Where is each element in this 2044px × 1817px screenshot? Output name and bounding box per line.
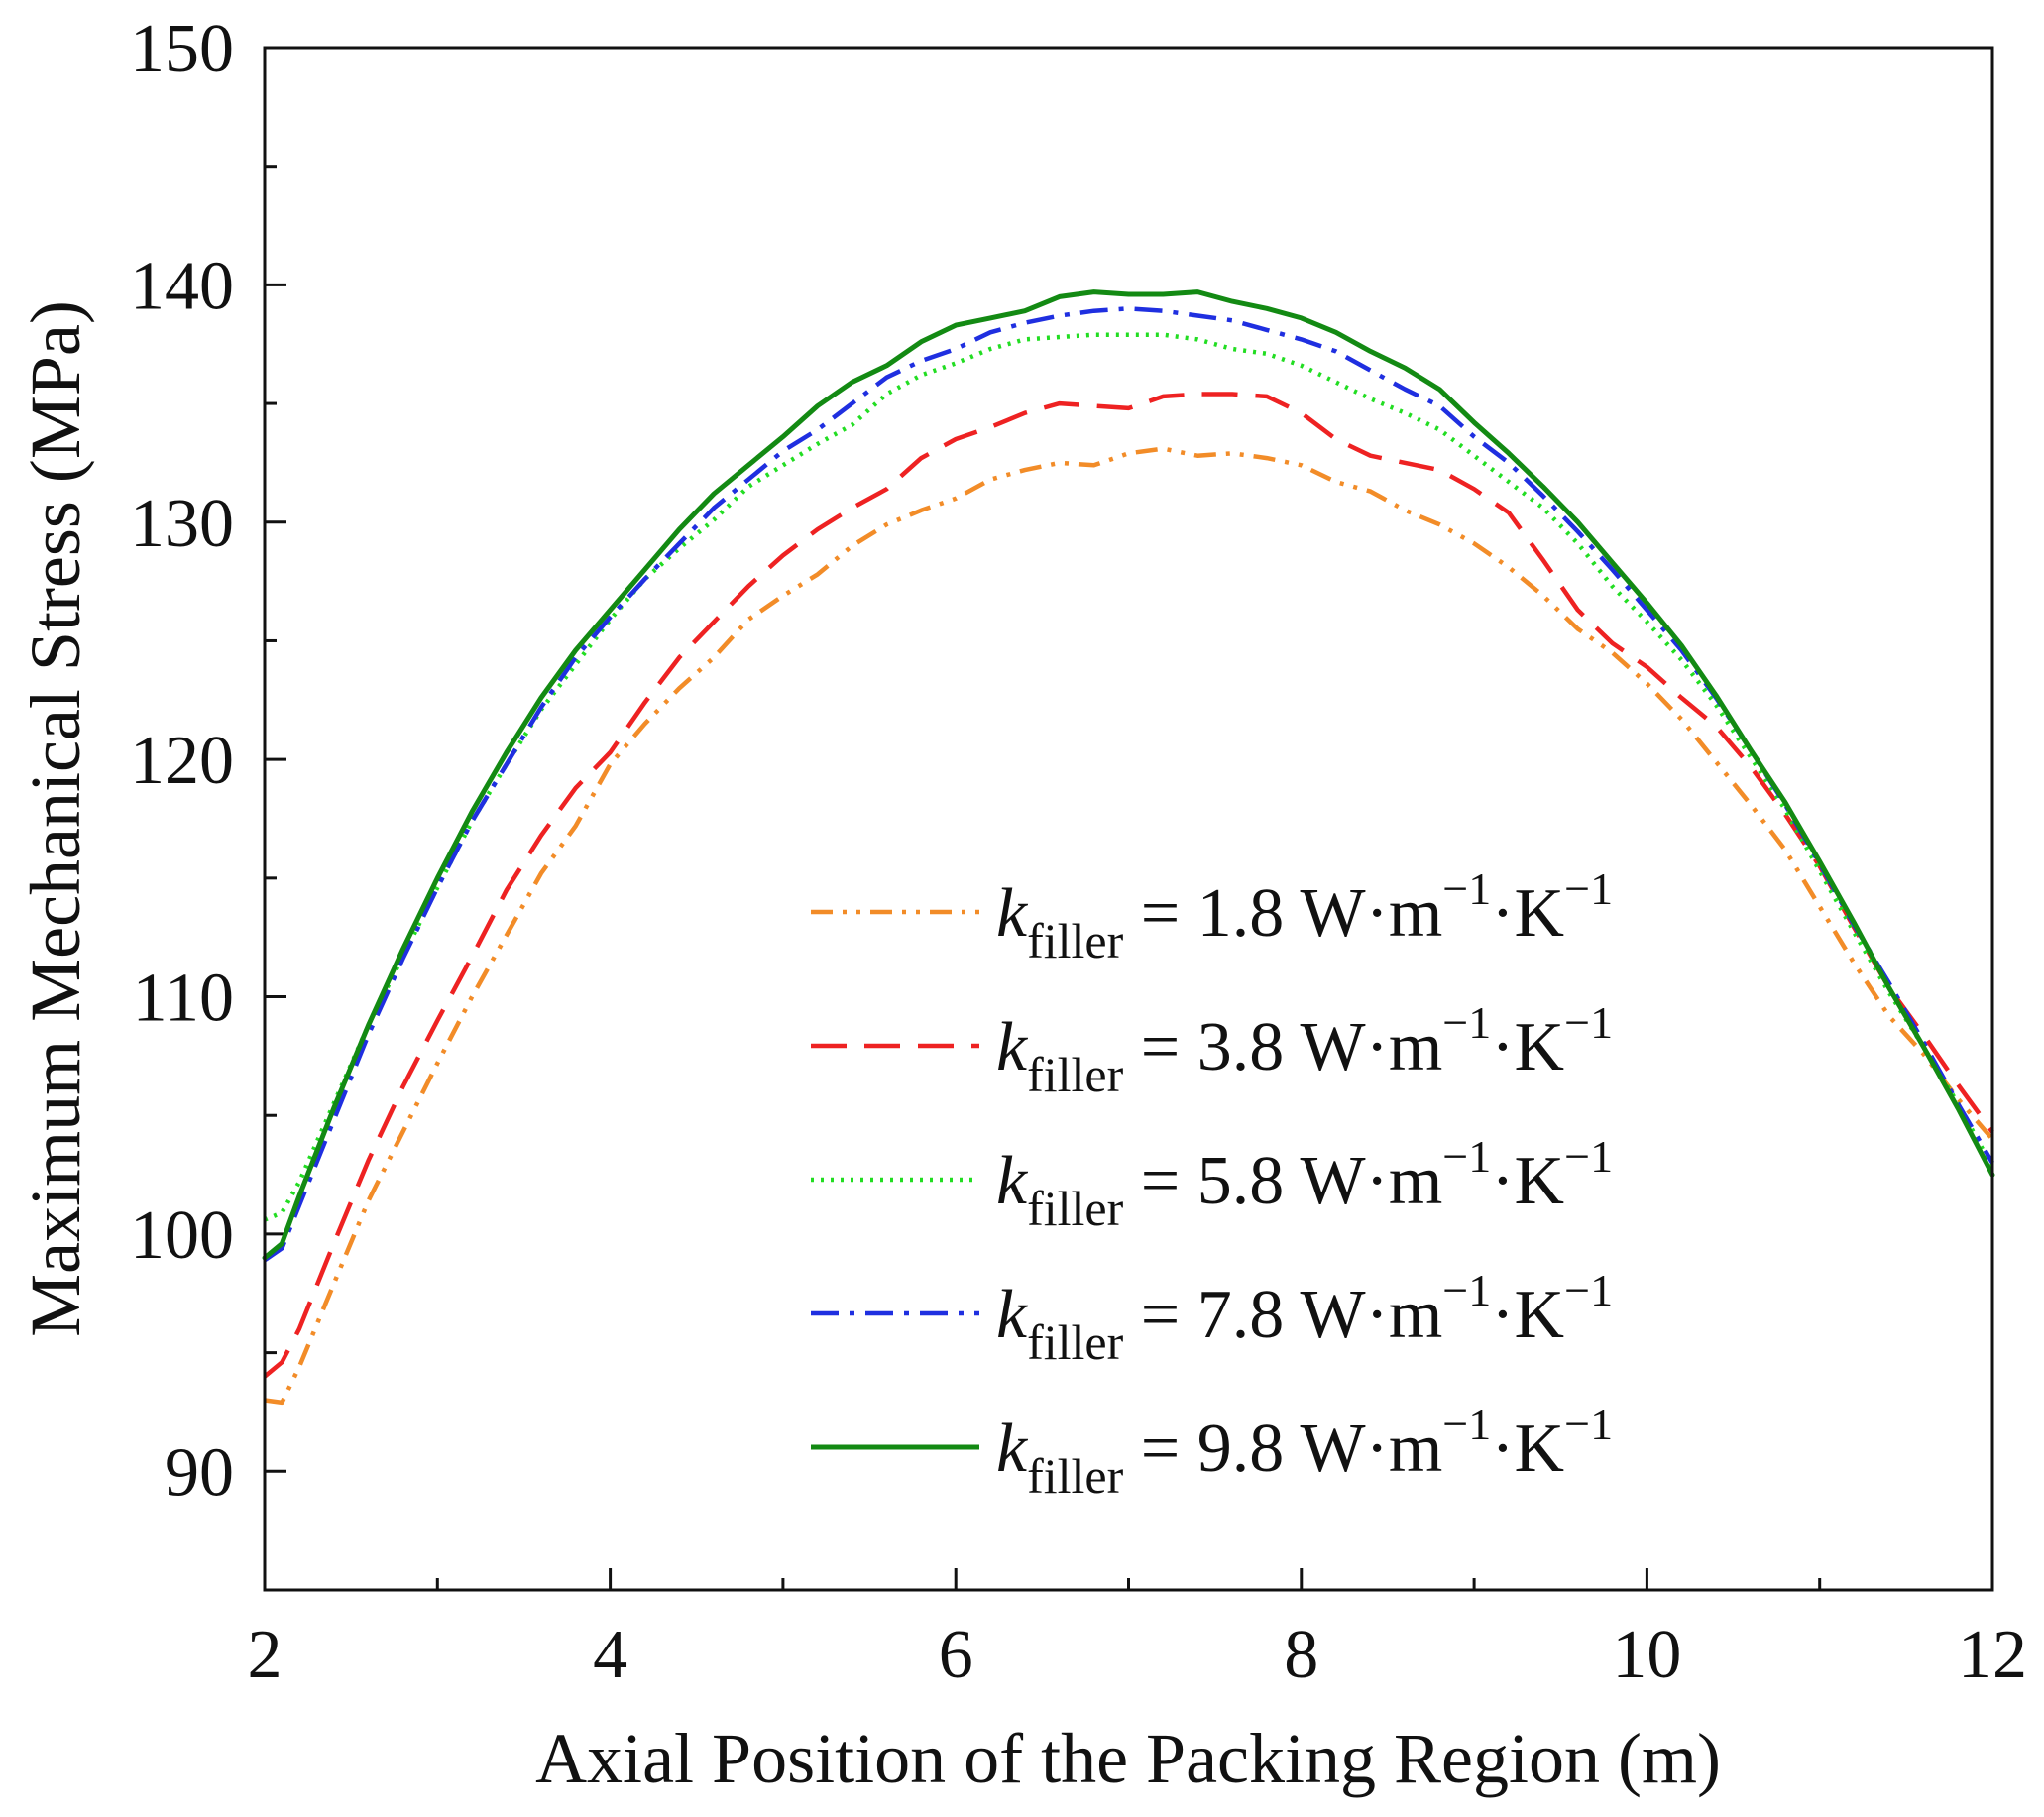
plot-series (262, 289, 1995, 1406)
x-tick-label: 2 (248, 1617, 283, 1693)
legend-superscript: −1 (1442, 1131, 1491, 1182)
y-tick-label: 100 (130, 1197, 234, 1274)
x-tick-label: 10 (1612, 1617, 1681, 1693)
legend-item: kfiller = 7.8 W·m−1·K−1 (811, 1265, 1613, 1370)
y-axis-label: Maximum Mechanical Stress (MPa) (16, 300, 95, 1337)
legend-superscript: −1 (1442, 997, 1491, 1048)
y-tick-label: 150 (130, 11, 234, 87)
legend-item: kfiller = 9.8 W·m−1·K−1 (811, 1399, 1613, 1504)
legend-unit: ·K (1491, 1411, 1564, 1487)
legend-subscript: filler (1027, 913, 1124, 968)
legend-symbol: k (996, 1277, 1029, 1353)
legend-label: kfiller = 3.8 W·m−1·K−1 (996, 997, 1613, 1102)
legend-superscript: −1 (1442, 863, 1491, 914)
series-line-4 (263, 306, 1994, 1263)
legend-unit: ·K (1491, 1143, 1564, 1219)
legend-unit: ·K (1491, 1009, 1564, 1085)
legend-symbol: k (996, 875, 1029, 952)
legend-subscript: filler (1027, 1047, 1124, 1102)
y-tick-label: 90 (165, 1434, 234, 1511)
legend-subscript: filler (1027, 1448, 1124, 1504)
y-tick-label: 130 (130, 486, 234, 562)
y-tick-label: 140 (130, 248, 234, 324)
x-axis-label: Axial Position of the Packing Region (m) (535, 1719, 1721, 1798)
legend-equation: = 1.8 W·m (1123, 875, 1442, 952)
legend-item: kfiller = 1.8 W·m−1·K−1 (811, 863, 1613, 968)
legend-label: kfiller = 9.8 W·m−1·K−1 (996, 1399, 1613, 1504)
legend-equation: = 3.8 W·m (1123, 1009, 1442, 1085)
legend-label: kfiller = 7.8 W·m−1·K−1 (996, 1265, 1613, 1370)
x-tick-label: 6 (939, 1617, 973, 1693)
legend-label: kfiller = 1.8 W·m−1·K−1 (996, 863, 1613, 968)
legend-symbol: k (996, 1143, 1029, 1219)
legend-unit: ·K (1491, 875, 1564, 952)
legend-superscript: −1 (1564, 1399, 1613, 1449)
legend-superscript: −1 (1564, 1131, 1613, 1182)
plot-frame (263, 46, 1994, 1592)
legend-unit: ·K (1491, 1277, 1564, 1353)
legend-superscript: −1 (1442, 1265, 1491, 1315)
series-line-3 (264, 332, 1994, 1222)
y-tick-label: 120 (130, 723, 234, 799)
legend-item: kfiller = 5.8 W·m−1·K−1 (811, 1131, 1613, 1236)
legend-equation: = 5.8 W·m (1123, 1143, 1442, 1219)
series-line-1 (264, 446, 1994, 1406)
series-line-2 (263, 392, 1994, 1379)
legend-superscript: −1 (1564, 997, 1613, 1048)
legend-symbol: k (996, 1411, 1029, 1487)
x-tick-label: 8 (1284, 1617, 1318, 1693)
legend-equation: = 7.8 W·m (1123, 1277, 1442, 1353)
legend-item: kfiller = 3.8 W·m−1·K−1 (811, 997, 1613, 1102)
legend-superscript: −1 (1442, 1399, 1491, 1449)
x-tick-label: 4 (593, 1617, 627, 1693)
legend-superscript: −1 (1564, 863, 1613, 914)
legend-superscript: −1 (1564, 1265, 1613, 1315)
legend-label: kfiller = 5.8 W·m−1·K−1 (996, 1131, 1613, 1236)
series-line-5 (262, 289, 1995, 1261)
legend-subscript: filler (1027, 1314, 1124, 1370)
legend-subscript: filler (1027, 1181, 1124, 1236)
x-tick-label: 12 (1958, 1617, 2027, 1693)
y-tick-label: 110 (133, 961, 234, 1037)
legend-symbol: k (996, 1009, 1029, 1085)
axis-tick-labels: 2 4 6 8 10 12 90 100 110 120 130 140 150 (130, 11, 2027, 1693)
legend-equation: = 9.8 W·m (1123, 1411, 1442, 1487)
